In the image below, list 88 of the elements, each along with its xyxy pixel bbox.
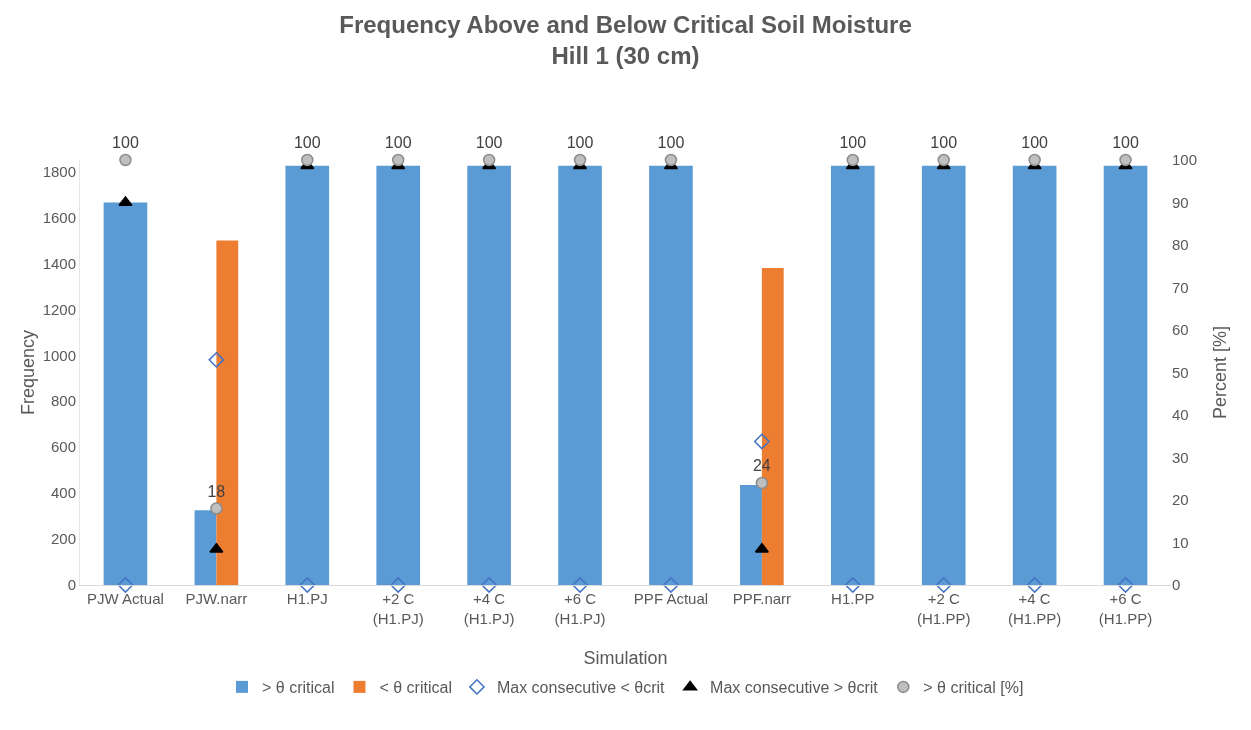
- chart-title: Frequency Above and Below Critical Soil Moisture Hill 1 (30 cm): [339, 10, 912, 70]
- x-tick-label: H1.PP: [831, 590, 875, 607]
- point: [755, 476, 769, 490]
- y2-tick-label: 90: [1172, 193, 1189, 211]
- y-tick-label: 1000: [42, 346, 76, 364]
- point: [209, 542, 224, 553]
- point: [937, 153, 950, 167]
- point: [1026, 577, 1043, 593]
- point: [663, 577, 679, 593]
- bar: [1012, 165, 1057, 585]
- data-label: 100: [293, 134, 321, 152]
- y-tick-label: 1800: [42, 162, 76, 180]
- bar: [1103, 165, 1148, 585]
- point: [391, 153, 405, 167]
- y-tick-label: 200: [50, 530, 76, 548]
- bar: [830, 165, 875, 585]
- y2-tick-label: 80: [1172, 236, 1189, 254]
- point: [572, 577, 588, 593]
- bar: [467, 165, 511, 585]
- y-tick-label: 1400: [42, 254, 76, 272]
- point: [210, 502, 223, 515]
- point: [481, 577, 498, 593]
- bar: [921, 165, 966, 585]
- bar: [376, 165, 421, 585]
- data-label: 100: [839, 134, 867, 152]
- y-tick-label: 600: [50, 438, 76, 456]
- y-tick-label: 0: [67, 576, 76, 594]
- legend-label: > θ critical: [262, 679, 335, 697]
- point: [482, 153, 496, 167]
- point: [1028, 153, 1041, 167]
- y2-tick-label: 70: [1172, 278, 1189, 296]
- legend-label: Max consecutive < θcrit: [496, 679, 666, 697]
- y2-tick-label: 100: [1172, 151, 1198, 169]
- y2-tick-label: 0: [1172, 576, 1181, 594]
- y2-tick-label: 20: [1172, 491, 1189, 509]
- x-tick-label: PPF Actual: [633, 590, 709, 607]
- point: [664, 153, 678, 167]
- point: [753, 433, 770, 450]
- point: [1117, 577, 1134, 593]
- x-tick-label: +4 C (H1.PJ): [463, 590, 515, 627]
- bar: [558, 165, 602, 585]
- y2-tick-label: 40: [1172, 406, 1189, 424]
- legend-label: > θ critical [%]: [923, 679, 1024, 697]
- data-label: 100: [384, 134, 412, 152]
- bar: [103, 202, 148, 585]
- point: [754, 542, 769, 553]
- legend-label: Max consecutive > θcrit: [710, 679, 879, 697]
- x-tick-label: H1.PJ: [286, 590, 328, 607]
- point: [117, 577, 134, 593]
- y-tick-label: 800: [50, 392, 76, 410]
- x-tick-label: PJW.narr: [185, 590, 248, 607]
- y2-tick-label: 60: [1172, 321, 1189, 339]
- y2-tick-label: 50: [1172, 363, 1189, 381]
- x-tick-label: +2 C (H1.PJ): [372, 590, 424, 627]
- bar: [285, 165, 330, 585]
- data-label: 100: [1112, 134, 1139, 152]
- data-label: 100: [930, 134, 958, 152]
- x-tick-label: PPF.narr: [732, 590, 792, 607]
- x-tick-label: +6 C (H1.PP): [1098, 590, 1153, 627]
- point: [208, 351, 225, 368]
- point: [301, 153, 314, 167]
- x-tick-label: +6 C (H1.PJ): [554, 590, 606, 627]
- x-tick-label: +4 C (H1.PP): [1007, 590, 1062, 627]
- y-tick-label: 1200: [42, 300, 76, 318]
- y-tick-label: 400: [50, 484, 76, 502]
- point: [119, 153, 132, 167]
- point: [1119, 153, 1132, 167]
- data-label: 100: [475, 134, 503, 152]
- y2-axis-title: Percent [%]: [1210, 325, 1230, 420]
- legend-label: < θ critical: [379, 679, 452, 697]
- y2-tick-label: 10: [1172, 533, 1189, 551]
- data-label: 100: [1021, 134, 1049, 152]
- point: [390, 577, 407, 593]
- x-tick-label: +2 C (H1.PP): [917, 590, 971, 627]
- point: [844, 577, 861, 593]
- y-axis-title: Frequency: [18, 329, 38, 416]
- x-axis-title: Simulation: [583, 647, 668, 668]
- data-label: 100: [657, 134, 685, 152]
- point: [935, 577, 952, 593]
- bar: [649, 165, 693, 585]
- data-label: 100: [566, 134, 594, 152]
- point: [299, 577, 316, 593]
- point: [573, 153, 587, 167]
- y2-tick-label: 30: [1172, 448, 1189, 466]
- x-tick-label: PJW Actual: [87, 590, 164, 607]
- point: [846, 153, 860, 167]
- y-tick-label: 1600: [42, 208, 76, 226]
- data-label: 100: [112, 134, 139, 152]
